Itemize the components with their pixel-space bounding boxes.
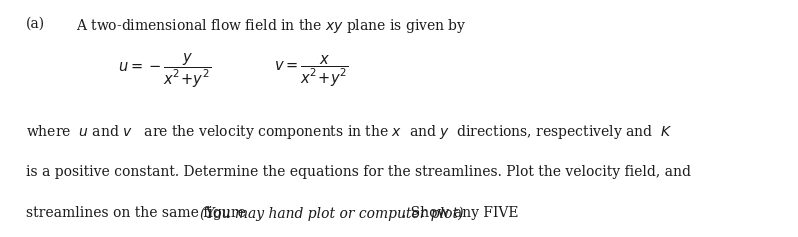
- Text: is a positive constant. Determine the equations for the streamlines. Plot the ve: is a positive constant. Determine the eq…: [26, 165, 690, 179]
- Text: A two-dimensional flow field in the $xy$ plane is given by: A two-dimensional flow field in the $xy$…: [76, 17, 467, 35]
- Text: $v = \dfrac{x}{x^2\!+\!y^2}$: $v = \dfrac{x}{x^2\!+\!y^2}$: [274, 54, 348, 89]
- Text: . Show any FIVE: . Show any FIVE: [402, 206, 519, 220]
- Text: $u = -\dfrac{y}{x^2\!+\!y^2}$: $u = -\dfrac{y}{x^2\!+\!y^2}$: [118, 52, 211, 90]
- Text: (You may hand plot or computer plot): (You may hand plot or computer plot): [200, 206, 464, 221]
- Text: where  $u$ and $v$   are the velocity components in the $x$  and $y$  directions: where $u$ and $v$ are the velocity compo…: [26, 123, 672, 141]
- Text: (a): (a): [26, 17, 45, 31]
- Text: streamlines on the same figure: streamlines on the same figure: [26, 206, 250, 220]
